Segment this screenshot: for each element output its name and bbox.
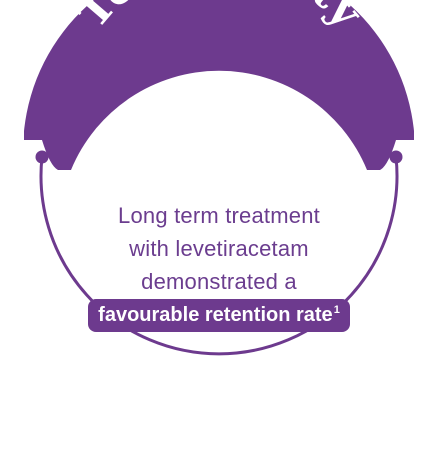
- highlight-text: favourable retention rate: [98, 304, 333, 326]
- body-line-2: with levetiracetam: [129, 236, 309, 261]
- footnote-reference: 1: [333, 304, 340, 317]
- highlight-badge: favourable retention rate1: [88, 299, 350, 332]
- body-line-3: demonstrated a: [141, 269, 297, 294]
- body-line-1: Long term treatment: [118, 203, 320, 228]
- title-banner: [24, 0, 414, 170]
- highlight-container: favourable retention rate1: [0, 299, 438, 332]
- circle-outline: [39, 156, 399, 356]
- right-end-dot: [389, 150, 403, 164]
- left-end-dot: [35, 150, 49, 164]
